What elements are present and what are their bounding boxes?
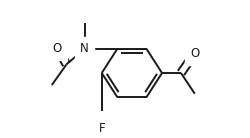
Text: F: F (98, 122, 105, 135)
Text: O: O (190, 47, 199, 60)
Text: N: N (80, 42, 89, 55)
Text: O: O (52, 42, 62, 55)
